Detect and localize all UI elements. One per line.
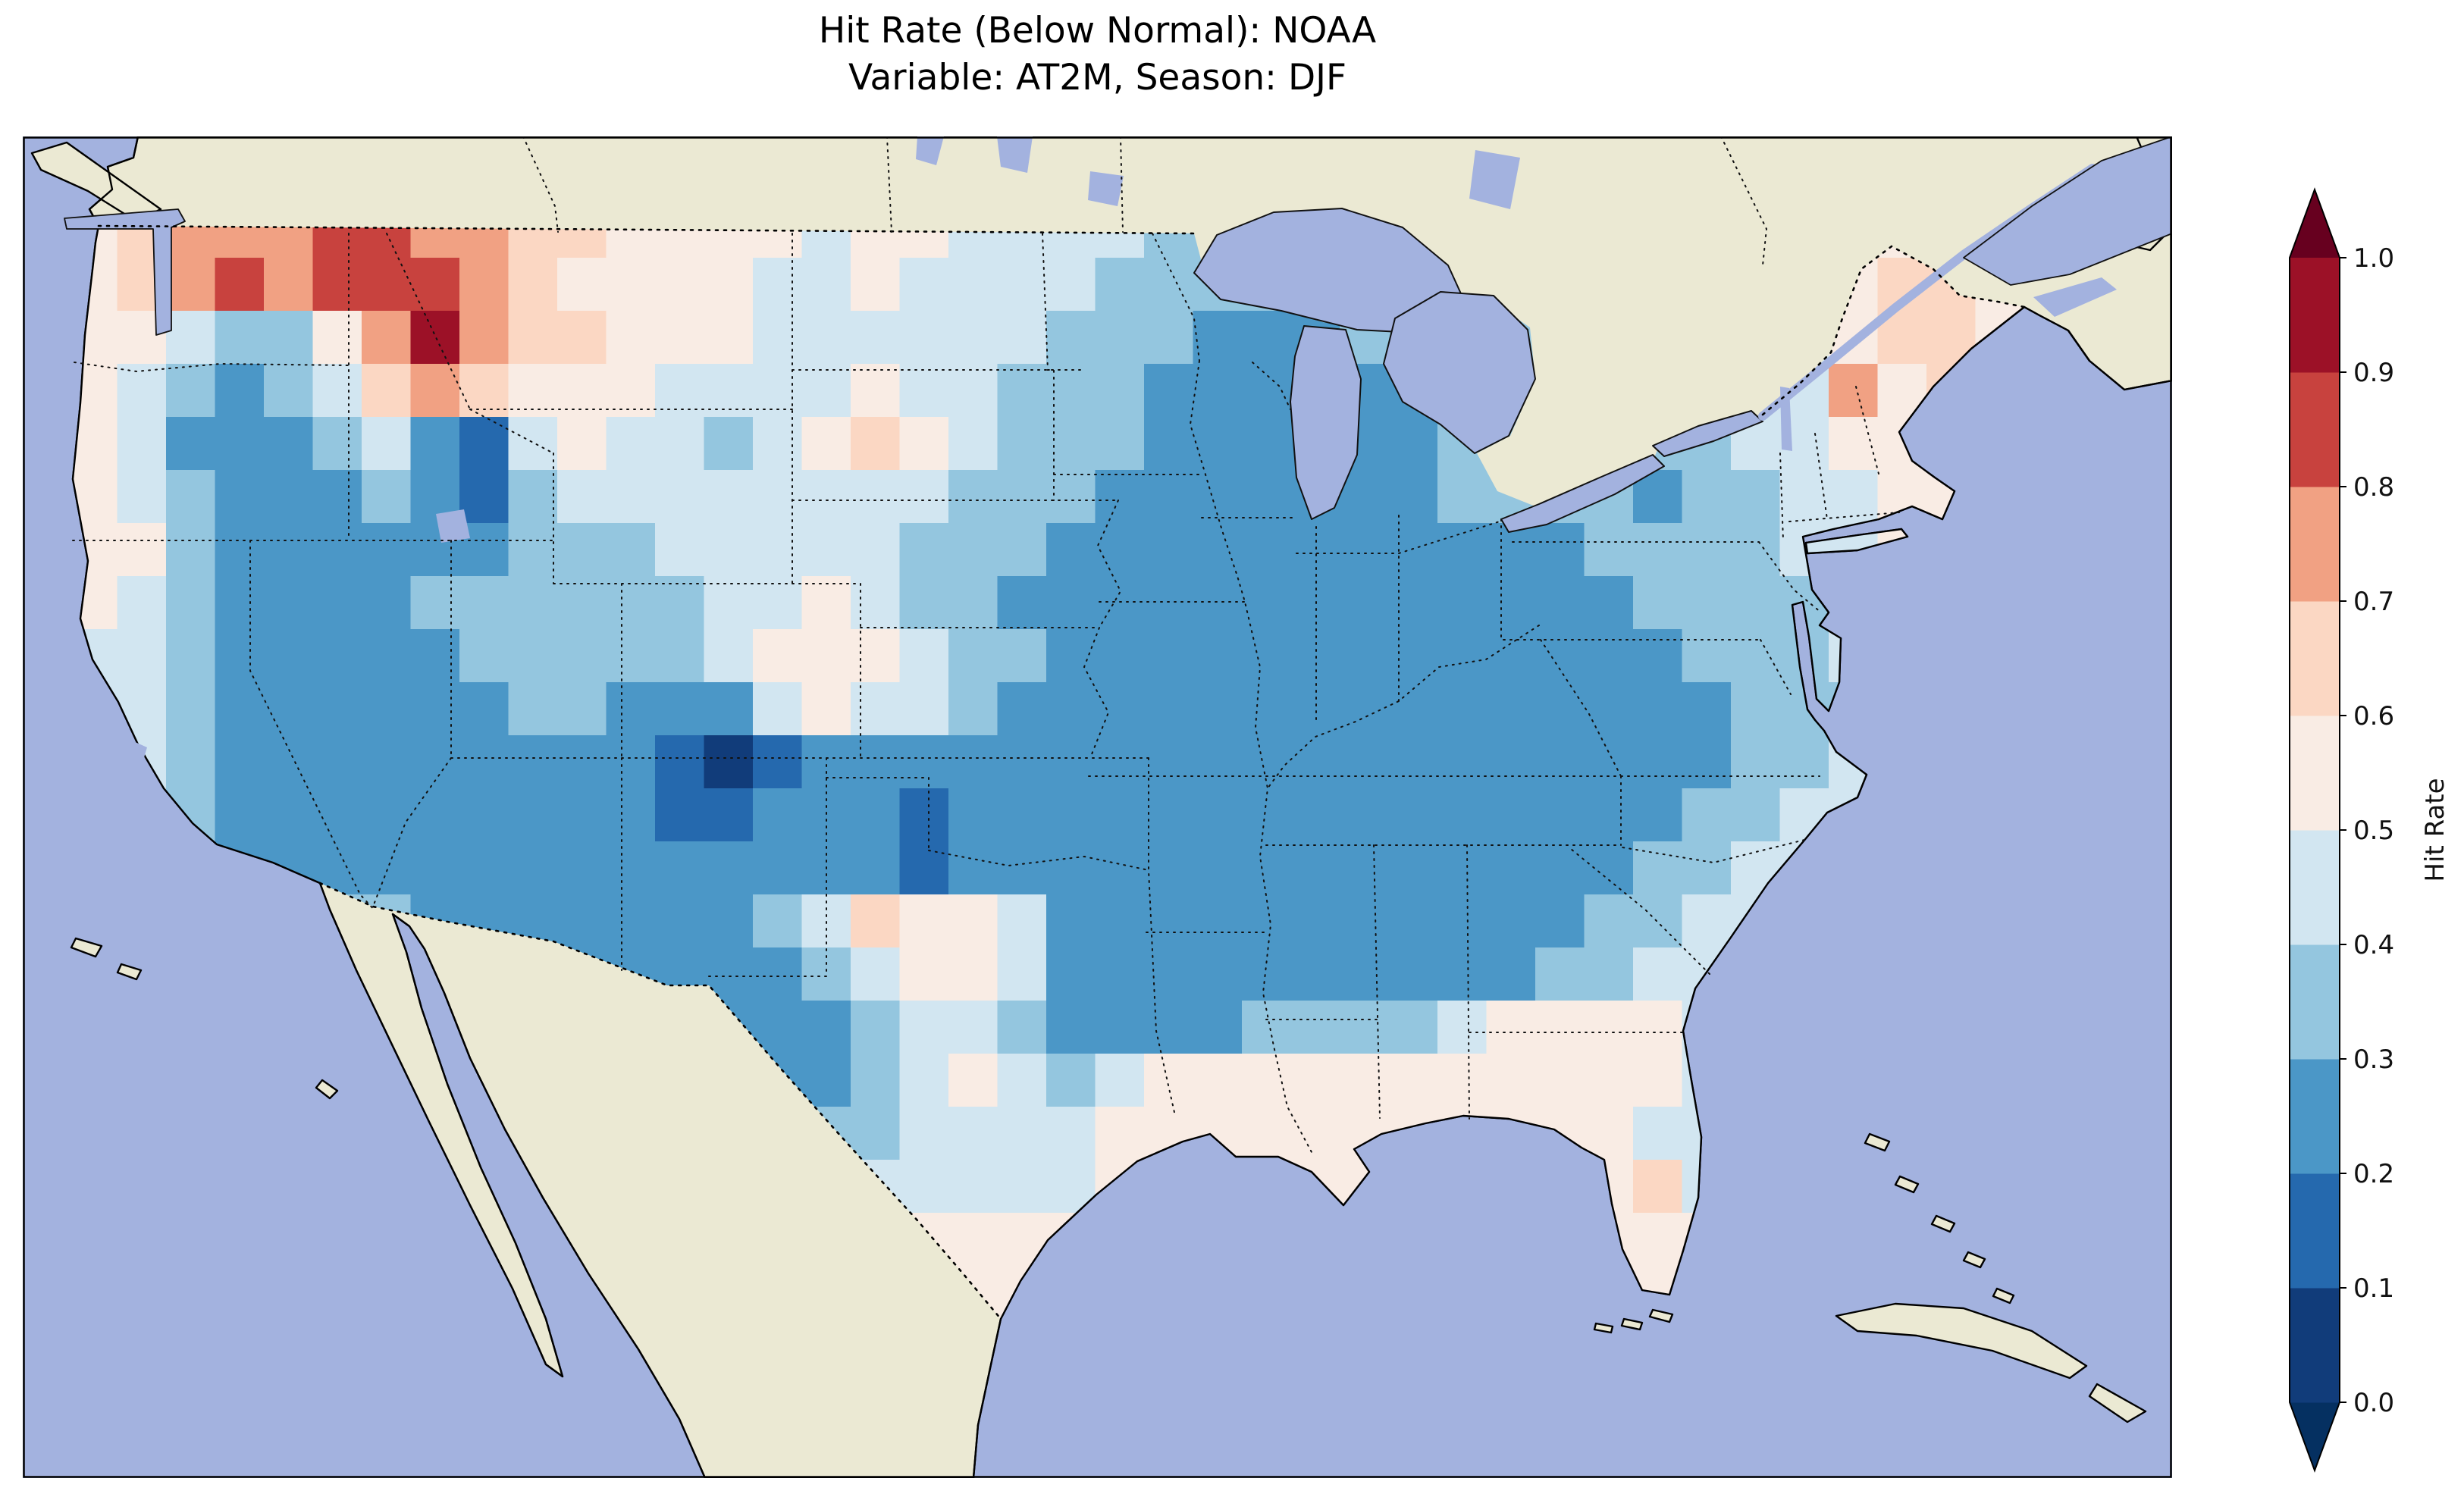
- sf-bay: [131, 741, 147, 763]
- colorbar-tick-labels: 0.0 0.1 0.2 0.3 0.4 0.5 0.6 0.7 0.8 0.9 1.0: [2340, 243, 2394, 1418]
- canada-province-borders: [522, 136, 1768, 266]
- colorbar-tick-0.5: 0.5: [2353, 816, 2394, 846]
- us-hit-rate-map: [23, 136, 2172, 1478]
- lake-superior: [1193, 208, 1468, 334]
- lake-michigan: [1290, 325, 1362, 520]
- bay-of-fundy: [2033, 277, 2117, 317]
- lake-erie: [1500, 454, 1665, 533]
- lake-champlain: [1780, 387, 1792, 451]
- colorbar-tick-0.0: 0.0: [2353, 1388, 2394, 1418]
- canada-lake-2: [997, 136, 1033, 173]
- lake-ontario: [1652, 410, 1763, 457]
- bahamas-3: [1930, 1214, 1956, 1233]
- bahamas-2: [1894, 1175, 1920, 1194]
- lake-huron: [1383, 291, 1536, 454]
- us-state-borders: [72, 233, 1900, 1153]
- bahamas-1: [1864, 1132, 1891, 1152]
- us-canada-border: [97, 224, 2026, 416]
- colorbar-gradient: [2289, 187, 2340, 1473]
- colorbar-tick-0.3: 0.3: [2353, 1045, 2394, 1075]
- title-line-2: Variable: AT2M, Season: DJF: [848, 57, 1347, 99]
- isle-of-youth: [2088, 1383, 2147, 1424]
- cuba: [1835, 1302, 2088, 1380]
- puget-sound: [64, 208, 186, 336]
- florida-keys-1: [1648, 1308, 1674, 1323]
- florida-keys-2: [1620, 1317, 1644, 1331]
- conus-coastline-overlay: [71, 136, 2172, 1478]
- channel-island: [70, 937, 103, 958]
- canada-lake-1: [916, 136, 944, 165]
- baja-islet: [315, 1079, 339, 1100]
- colorbar-tick-0.6: 0.6: [2353, 701, 2394, 731]
- map-frame: [23, 136, 2172, 1478]
- bahamas-4: [1962, 1251, 1986, 1269]
- channel-island-2: [116, 963, 143, 981]
- gulf-of-st-lawrence: [1963, 136, 2172, 286]
- colorbar-tick-0.1: 0.1: [2353, 1273, 2394, 1304]
- florida-keys-3: [1593, 1322, 1614, 1334]
- us-mexico-border: [318, 882, 1002, 1320]
- colorbar-tick-0.8: 0.8: [2353, 472, 2394, 503]
- great-salt-lake: [436, 509, 470, 543]
- bahamas-5: [1992, 1287, 2015, 1305]
- colorbar-axis-label: Hit Rate: [2420, 778, 2450, 882]
- colorbar-tick-0.2: 0.2: [2353, 1159, 2394, 1189]
- colorbar-tick-0.4: 0.4: [2353, 930, 2394, 960]
- long-island-outline: [1804, 528, 1909, 555]
- lake-of-the-woods: [1088, 171, 1124, 206]
- colorbar-tick-1.0: 1.0: [2353, 243, 2394, 274]
- lake-nipigon: [1469, 150, 1520, 209]
- colorbar-tick-0.9: 0.9: [2353, 358, 2394, 388]
- country-borders: [97, 136, 2026, 1320]
- title-line-1: Hit Rate (Below Normal): NOAA: [818, 10, 1377, 52]
- great-lakes: [1193, 208, 1763, 533]
- colorbar-tick-0.7: 0.7: [2353, 587, 2394, 617]
- water-features: [64, 136, 2172, 763]
- figure-title: Hit Rate (Below Normal): NOAA Variable: …: [23, 8, 2172, 102]
- colorbar: 0.0 0.1 0.2 0.3 0.4 0.5 0.6 0.7 0.8 0.9 1.0: [2289, 187, 2394, 1473]
